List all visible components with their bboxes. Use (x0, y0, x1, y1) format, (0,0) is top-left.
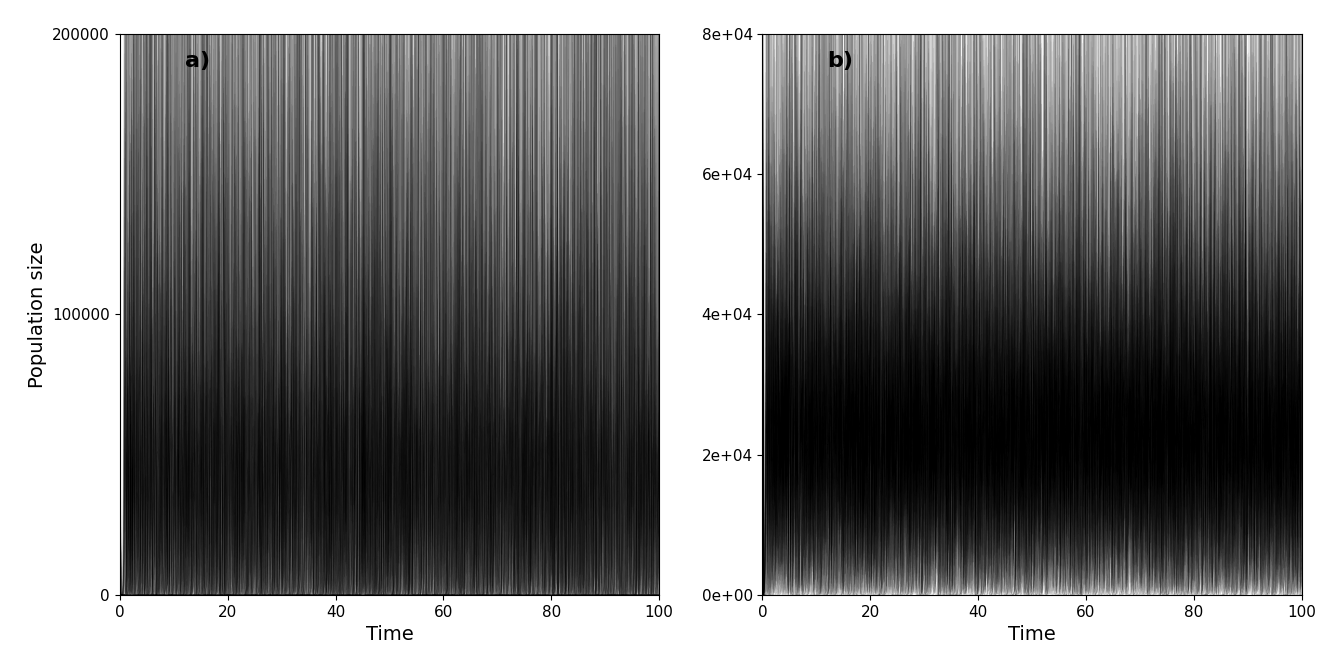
X-axis label: Time: Time (366, 625, 414, 644)
X-axis label: Time: Time (1008, 625, 1056, 644)
Text: a): a) (184, 50, 210, 71)
Text: b): b) (827, 50, 853, 71)
Y-axis label: Population size: Population size (28, 241, 47, 388)
